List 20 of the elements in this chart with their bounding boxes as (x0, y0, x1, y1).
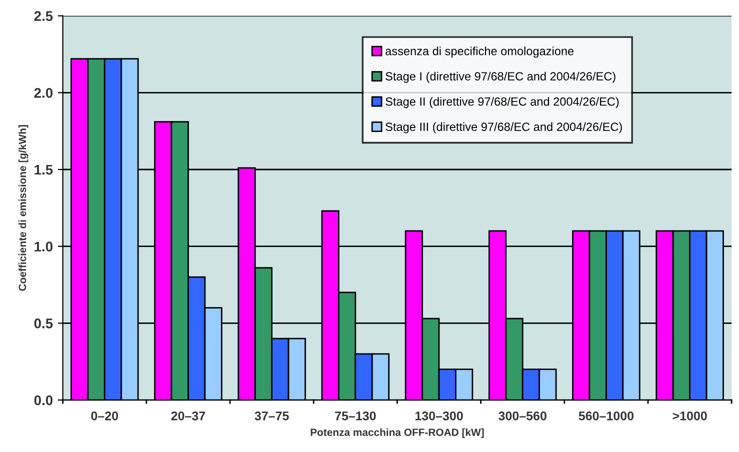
y-tick-label: 1.5 (34, 164, 53, 175)
x-axis-title: Potenza macchina OFF-ROAD [kW] (310, 428, 484, 438)
legend-label: Stage I (direttive 97/68/EC and 2004/26/EC) (386, 72, 616, 83)
legend-label: Stage III (direttive 97/68/EC and 2004/26/EC) (386, 122, 622, 134)
x-tick-label: 560–1000 (578, 411, 634, 420)
y-tick-label: 2.0 (34, 88, 53, 98)
x-tick-label: 37–75 (254, 411, 289, 420)
x-tick-label: 20–37 (171, 411, 206, 420)
y-tick-label: 1.0 (34, 242, 53, 252)
x-tick-label: >1000 (672, 411, 707, 420)
legend-label: Stage II (direttive 97/68/EC and 2004/26/EC) (386, 97, 619, 108)
y-tick-label: 0.5 (34, 318, 53, 328)
y-axis-title: Coefficiente di emissione [g/kWh] (18, 125, 28, 291)
x-tick-label: 75–130 (335, 411, 376, 420)
legend-label: assenza di specifiche omologazione (386, 46, 574, 58)
x-tick-label: 0–20 (91, 411, 118, 420)
y-tick-label: 0.0 (34, 395, 53, 406)
x-tick-label: 300–560 (498, 411, 546, 420)
y-tick-label: 2.5 (34, 11, 53, 21)
x-tick-label: 130–300 (415, 411, 463, 420)
